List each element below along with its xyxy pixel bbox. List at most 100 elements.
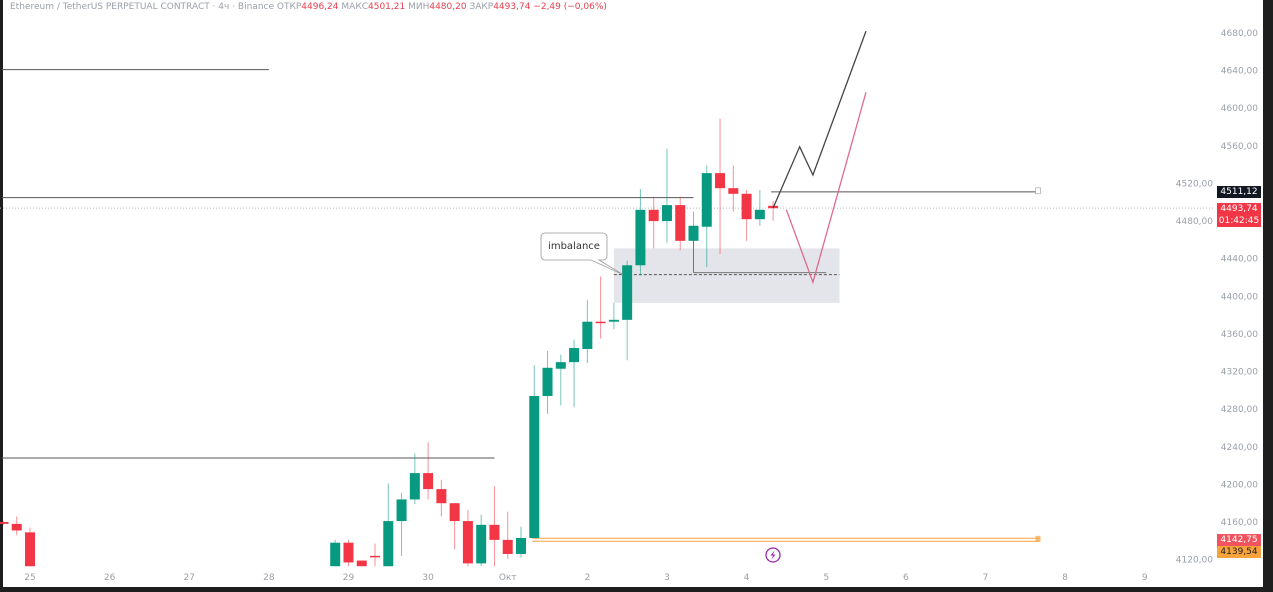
y-axis-tick-label: 4600,00	[1221, 104, 1258, 114]
y-axis-tick-label: 4120,00	[1176, 556, 1213, 566]
candle	[436, 479, 447, 517]
candle	[11, 516, 22, 536]
candle	[449, 503, 460, 550]
y-axis-tick-label: 4680,00	[1221, 29, 1258, 39]
candle	[396, 492, 407, 556]
candle	[582, 300, 593, 364]
candle-body	[343, 542, 354, 563]
x-axis-tick-label: 8	[1062, 573, 1068, 583]
candle-body	[383, 521, 394, 567]
candle	[701, 165, 712, 268]
candle	[715, 118, 726, 254]
candle	[768, 201, 779, 221]
candle-body	[529, 395, 540, 538]
candle-body	[648, 209, 659, 222]
candle-body	[622, 265, 633, 320]
candle-body	[476, 524, 487, 564]
candle	[569, 339, 580, 408]
line-handle-icon	[1035, 187, 1041, 195]
candle-body	[595, 321, 606, 324]
projection-path-bullish	[772, 30, 867, 209]
x-axis-tick-label: 5	[823, 573, 829, 583]
open-value: 4496,24	[301, 2, 339, 12]
lightning-icon-bolt	[770, 550, 776, 560]
candle	[595, 276, 606, 339]
x-axis-tick-label: Окт	[499, 573, 517, 583]
high-label: МАКС	[341, 2, 368, 12]
red-level-tag: 4142,75	[1217, 534, 1261, 546]
x-axis-tick-label: 26	[104, 573, 116, 583]
candle	[489, 486, 500, 567]
low-value: 4480,20	[429, 2, 467, 12]
x-axis-tick-label: 3	[664, 573, 670, 583]
candle	[25, 527, 35, 567]
x-axis-tick-label: 28	[263, 573, 275, 583]
candle-body	[396, 499, 407, 522]
candle-body	[25, 532, 35, 567]
candle-body	[423, 473, 434, 490]
window-frame	[0, 0, 3, 592]
x-axis-tick-label: 4	[744, 573, 750, 583]
candle-body	[675, 205, 686, 241]
candle	[608, 302, 619, 330]
callout-box	[540, 232, 624, 276]
candle	[754, 190, 765, 226]
candle	[462, 509, 473, 567]
lightning-icon[interactable]	[765, 547, 781, 563]
candle	[555, 354, 566, 406]
candle-body	[409, 473, 420, 500]
candle-body	[489, 524, 500, 540]
y-axis-tick-label: 4200,00	[1221, 480, 1258, 490]
candle-body	[715, 173, 726, 189]
candle	[622, 260, 633, 361]
candle-body	[542, 367, 553, 396]
candle-body	[370, 555, 381, 558]
candle-body	[701, 173, 712, 227]
candle	[675, 196, 686, 251]
candle	[383, 483, 394, 567]
candle-body	[582, 321, 593, 349]
bar-countdown: 01:42:45	[1218, 216, 1260, 226]
candle	[515, 526, 526, 558]
candle	[409, 453, 420, 505]
candle-body	[502, 539, 513, 554]
candle	[476, 514, 487, 567]
line-handle-icon	[1035, 535, 1041, 542]
candle-body	[741, 193, 752, 220]
candle-body	[0, 522, 9, 524]
candle	[635, 189, 646, 276]
candle-body	[661, 205, 672, 222]
x-axis-tick-label: 27	[184, 573, 195, 583]
candle-body	[728, 188, 739, 194]
last-price-tag: 4493,74 01:42:45	[1217, 203, 1261, 227]
candle	[423, 442, 434, 500]
y-axis-tick-label: 4440,00	[1221, 255, 1258, 265]
close-value: 4493,74	[493, 2, 531, 12]
candle-body	[449, 503, 460, 522]
close-label: ЗАКР	[469, 2, 494, 12]
y-axis-tick-label: 4640,00	[1221, 67, 1258, 77]
x-axis-tick-label: 6	[903, 573, 909, 583]
window-frame-right	[1263, 0, 1273, 592]
y-axis-tick-label: 4360,00	[1221, 330, 1258, 340]
y-axis-tick-label: 4480,00	[1176, 217, 1213, 227]
candle	[728, 165, 739, 212]
candle-body	[356, 560, 367, 567]
candle-body	[11, 523, 22, 531]
candle	[0, 521, 9, 525]
candle	[330, 539, 341, 567]
candle	[648, 196, 659, 249]
candle	[529, 364, 540, 538]
candle-body	[688, 225, 699, 241]
level-price-tag: 4511,12	[1217, 186, 1261, 198]
candle-body	[515, 537, 526, 554]
y-axis-tick-label: 4320,00	[1221, 368, 1258, 378]
y-axis-tick-label: 4240,00	[1221, 443, 1258, 453]
y-axis-tick-label: 4560,00	[1221, 142, 1258, 152]
y-axis-tick-label: 4400,00	[1221, 292, 1258, 302]
candle	[502, 511, 513, 559]
candle	[370, 543, 381, 567]
y-axis-tick-label: 4720,00	[1221, 0, 1258, 1]
x-axis-tick-label: 2	[584, 573, 590, 583]
